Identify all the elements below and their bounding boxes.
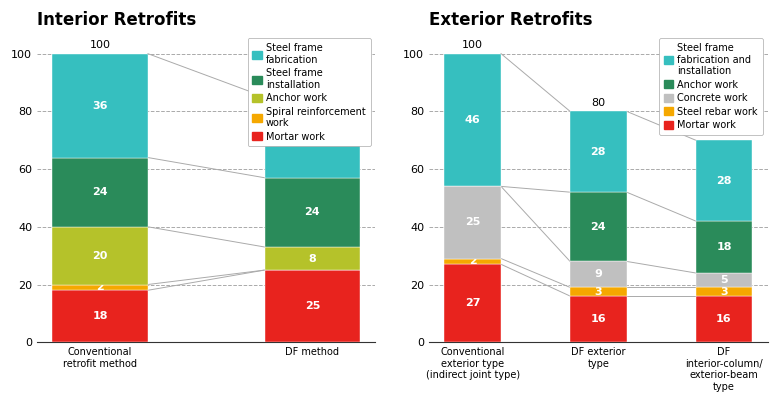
Bar — [570, 262, 626, 287]
Text: 28: 28 — [716, 176, 732, 186]
Bar — [52, 54, 148, 158]
Text: 27: 27 — [465, 298, 480, 308]
Bar — [264, 97, 360, 178]
Bar — [570, 192, 626, 262]
Text: 46: 46 — [465, 115, 481, 125]
Bar — [696, 287, 752, 296]
Bar — [570, 111, 626, 192]
Legend: Steel frame
fabrication and
installation, Anchor work, Concrete work, Steel reba: Steel frame fabrication and installation… — [659, 38, 762, 135]
Bar — [570, 296, 626, 342]
Text: Interior Retrofits: Interior Retrofits — [37, 11, 196, 29]
Text: 100: 100 — [90, 40, 110, 50]
Bar — [570, 287, 626, 296]
Text: 2: 2 — [469, 256, 476, 266]
Bar — [444, 259, 501, 264]
Text: 3: 3 — [720, 287, 728, 297]
Text: 24: 24 — [304, 208, 320, 217]
Bar — [444, 264, 501, 342]
Bar — [264, 270, 360, 342]
Text: 24: 24 — [92, 187, 108, 197]
Text: 25: 25 — [305, 301, 320, 311]
Bar — [264, 178, 360, 247]
Text: 20: 20 — [92, 251, 108, 261]
Text: 18: 18 — [716, 242, 732, 252]
Text: Exterior Retrofits: Exterior Retrofits — [429, 11, 593, 29]
Bar — [264, 247, 360, 270]
Bar — [52, 227, 148, 285]
Text: 5: 5 — [720, 275, 728, 285]
Bar — [444, 54, 501, 187]
Text: 9: 9 — [594, 270, 602, 279]
Bar — [52, 158, 148, 227]
Bar — [444, 187, 501, 259]
Text: 16: 16 — [590, 314, 606, 324]
Text: 28: 28 — [590, 147, 606, 157]
Text: 70: 70 — [717, 127, 731, 137]
Text: 3: 3 — [594, 287, 602, 297]
Text: 16: 16 — [716, 314, 732, 324]
Text: 80: 80 — [591, 98, 605, 108]
Bar — [52, 285, 148, 290]
Text: 28: 28 — [304, 132, 320, 142]
Text: 18: 18 — [92, 311, 108, 321]
Bar — [52, 290, 148, 342]
Text: 36: 36 — [92, 101, 108, 110]
Text: 25: 25 — [465, 218, 480, 227]
Bar — [696, 296, 752, 342]
Text: 8: 8 — [308, 253, 316, 264]
Text: 85: 85 — [305, 83, 319, 93]
Bar — [696, 273, 752, 287]
Bar — [696, 140, 752, 221]
Text: 24: 24 — [590, 222, 606, 232]
Text: 100: 100 — [462, 40, 483, 50]
Legend: Steel frame
fabrication, Steel frame
installation, Anchor work, Spiral reinforce: Steel frame fabrication, Steel frame ins… — [248, 38, 371, 146]
Text: 2: 2 — [96, 283, 104, 293]
Bar — [696, 221, 752, 273]
